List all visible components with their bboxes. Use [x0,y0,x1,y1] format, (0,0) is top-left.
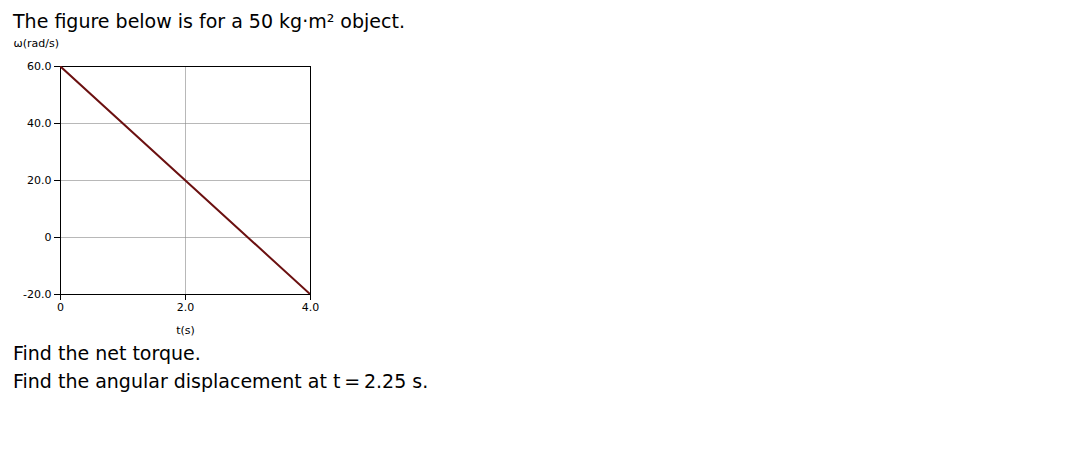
html-text:Find the angular displacement: Find the angular displacement at t = 2.2… [13,370,429,392]
svg-text:60.0: 60.0 [27,60,52,73]
svg-text:0: 0 [45,231,52,244]
svg-text:0: 0 [57,301,64,314]
html-text:The figure below is for a 50 k: The figure below is for a 50 kg·m² objec… [13,10,405,32]
html-text:Find the net torque.: Find the net torque. [13,342,201,364]
svg-text:20.0: 20.0 [27,174,52,187]
svg-text:4.0: 4.0 [302,301,320,314]
svg-text:-20.0: -20.0 [23,288,51,301]
svg-text:ω(rad/s): ω(rad/s) [14,37,59,50]
svg-text:40.0: 40.0 [27,117,52,130]
svg-text:2.0: 2.0 [177,301,195,314]
svg-text:t(s): t(s) [176,324,195,337]
